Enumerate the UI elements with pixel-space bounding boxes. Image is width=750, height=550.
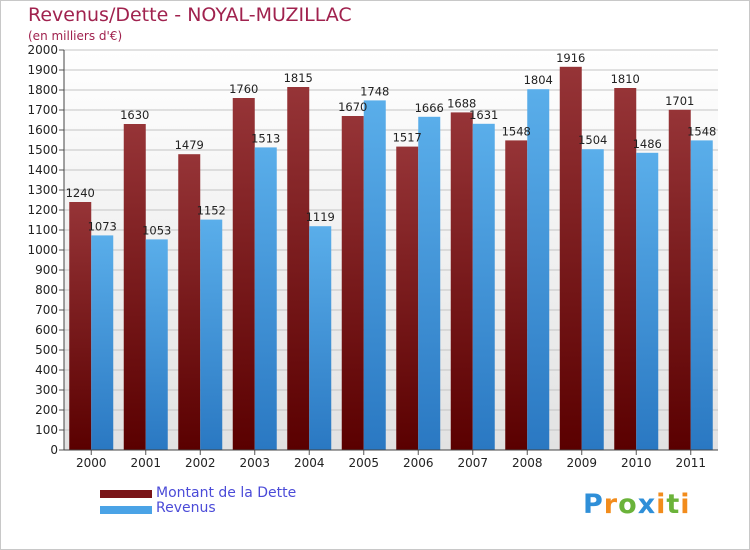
legend-label-revenus: Revenus bbox=[156, 500, 216, 516]
value-label-revenus: 1513 bbox=[251, 131, 280, 145]
value-label-dette: 1760 bbox=[229, 82, 258, 96]
value-label-dette: 1630 bbox=[120, 108, 149, 122]
y-tick-label: 900 bbox=[35, 263, 58, 277]
value-label-revenus: 1119 bbox=[306, 210, 335, 224]
y-tick-label: 100 bbox=[35, 423, 58, 437]
bar-revenus bbox=[254, 147, 277, 450]
chart-subtitle: (en milliers d'€) bbox=[28, 29, 123, 43]
value-label-revenus: 1504 bbox=[578, 133, 607, 147]
bar-dette bbox=[505, 140, 528, 450]
value-label-revenus: 1804 bbox=[524, 73, 553, 87]
y-tick-label: 0 bbox=[50, 443, 58, 457]
bar-dette bbox=[69, 202, 92, 450]
bar-revenus bbox=[363, 100, 386, 451]
x-tick-label: 2005 bbox=[348, 456, 379, 470]
y-tick-label: 1300 bbox=[27, 183, 58, 197]
x-tick-label: 2011 bbox=[675, 456, 706, 470]
value-label-dette: 1810 bbox=[611, 72, 640, 86]
x-tick-label: 2007 bbox=[457, 456, 488, 470]
bar-dette bbox=[614, 88, 637, 450]
bar-revenus bbox=[418, 116, 441, 451]
y-tick-label: 1800 bbox=[27, 83, 58, 97]
y-tick-label: 1600 bbox=[27, 123, 58, 137]
bar-revenus bbox=[91, 235, 114, 450]
bar-revenus bbox=[636, 152, 659, 451]
value-label-dette: 1916 bbox=[556, 51, 585, 65]
x-tick-label: 2003 bbox=[239, 456, 270, 470]
y-tick-label: 1700 bbox=[27, 103, 58, 117]
y-tick-label: 1900 bbox=[27, 63, 58, 77]
value-label-dette: 1701 bbox=[665, 94, 694, 108]
logo-letter: o bbox=[618, 489, 638, 520]
value-label-revenus: 1152 bbox=[197, 204, 226, 218]
y-tick-label: 200 bbox=[35, 403, 58, 417]
logo-letter: x bbox=[637, 489, 657, 520]
y-tick-label: 1100 bbox=[27, 223, 58, 237]
proxiti-logo: Proxiti bbox=[583, 489, 691, 520]
y-tick-label: 500 bbox=[35, 343, 58, 357]
y-tick-label: 1200 bbox=[27, 203, 58, 217]
bar-revenus bbox=[309, 226, 332, 450]
y-tick-label: 600 bbox=[35, 323, 58, 337]
value-label-revenus: 1486 bbox=[633, 137, 662, 151]
logo-letter: i bbox=[680, 489, 691, 520]
bar-dette bbox=[396, 146, 419, 450]
chart-title: Revenus/Dette - NOYAL-MUZILLAC bbox=[28, 4, 352, 26]
x-tick-label: 2010 bbox=[621, 456, 652, 470]
bar-dette bbox=[450, 112, 473, 451]
y-tick-label: 300 bbox=[35, 383, 58, 397]
bar-revenus bbox=[472, 123, 495, 451]
logo-letter: r bbox=[603, 489, 619, 520]
bar-dette bbox=[341, 116, 364, 450]
bar-dette bbox=[123, 124, 146, 450]
y-tick-label: 400 bbox=[35, 363, 58, 377]
logo-letter: P bbox=[583, 489, 604, 520]
logo-letter: i bbox=[656, 489, 667, 520]
bar-revenus bbox=[527, 89, 550, 450]
bar-dette bbox=[287, 87, 310, 450]
value-label-dette: 1548 bbox=[502, 124, 531, 138]
value-label-dette: 1479 bbox=[175, 138, 204, 152]
value-label-revenus: 1748 bbox=[360, 84, 389, 98]
y-tick-label: 1500 bbox=[27, 143, 58, 157]
legend-swatch-revenus bbox=[100, 506, 152, 514]
legend-label-dette: Montant de la Dette bbox=[156, 485, 297, 501]
bar-revenus bbox=[145, 239, 168, 450]
value-label-dette: 1240 bbox=[66, 186, 95, 200]
value-label-dette: 1670 bbox=[338, 100, 367, 114]
x-tick-label: 2001 bbox=[130, 456, 161, 470]
logo-letter: t bbox=[666, 489, 681, 520]
value-label-revenus: 1073 bbox=[88, 219, 117, 233]
x-tick-label: 2006 bbox=[403, 456, 434, 470]
legend-swatch-dette bbox=[100, 490, 152, 498]
value-label-revenus: 1631 bbox=[469, 108, 498, 122]
bar-dette bbox=[668, 109, 691, 451]
bar-revenus bbox=[581, 149, 604, 450]
x-tick-label: 2002 bbox=[185, 456, 216, 470]
value-label-dette: 1688 bbox=[447, 96, 476, 110]
value-label-revenus: 1666 bbox=[415, 101, 444, 115]
y-tick-label: 2000 bbox=[27, 43, 58, 57]
value-label-revenus: 1548 bbox=[687, 124, 716, 138]
value-label-dette: 1517 bbox=[393, 131, 422, 145]
x-tick-label: 2008 bbox=[512, 456, 543, 470]
x-tick-label: 2000 bbox=[76, 456, 107, 470]
value-label-revenus: 1053 bbox=[142, 223, 171, 237]
bar-dette bbox=[232, 98, 255, 450]
bar-revenus bbox=[200, 219, 223, 450]
y-tick-label: 1400 bbox=[27, 163, 58, 177]
y-tick-label: 700 bbox=[35, 303, 58, 317]
y-tick-label: 1000 bbox=[27, 243, 58, 257]
x-tick-label: 2009 bbox=[566, 456, 597, 470]
value-label-dette: 1815 bbox=[284, 71, 313, 85]
bar-dette bbox=[178, 154, 201, 450]
x-tick-label: 2004 bbox=[294, 456, 325, 470]
y-tick-label: 800 bbox=[35, 283, 58, 297]
bar-revenus bbox=[690, 140, 713, 450]
bar-dette bbox=[559, 66, 582, 451]
